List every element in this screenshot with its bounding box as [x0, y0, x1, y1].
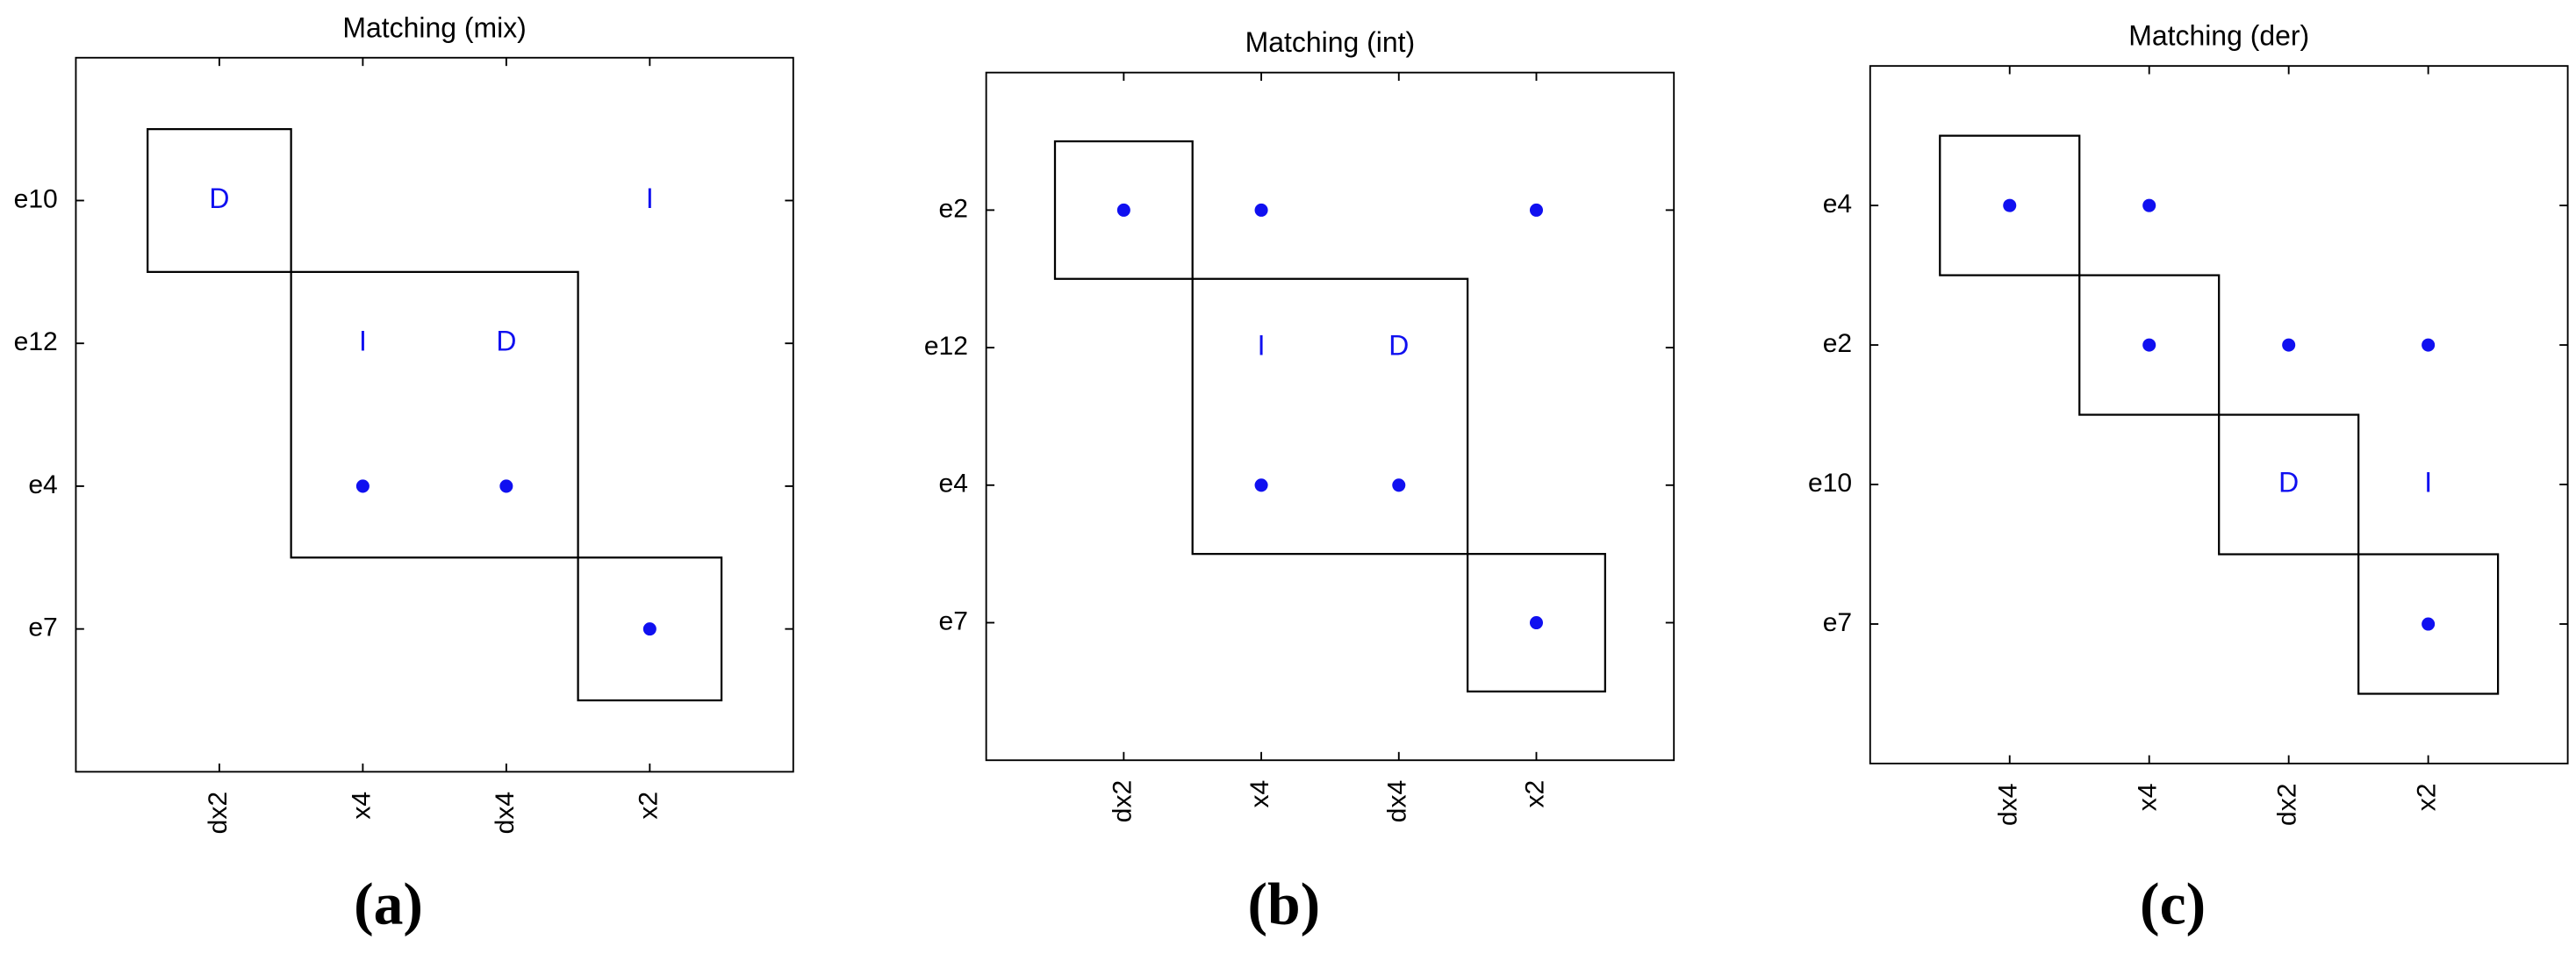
axes-box — [1869, 65, 2569, 764]
block — [147, 127, 292, 273]
cell-letter: I — [646, 183, 654, 214]
dot — [1529, 615, 1543, 630]
block — [290, 270, 579, 559]
row-label: e7 — [939, 606, 968, 635]
cell-letter: D — [1388, 330, 1409, 362]
cell-letter: D — [2278, 466, 2299, 498]
col-label: x2 — [1520, 780, 1549, 808]
axes-box — [985, 71, 1675, 762]
cell-letter: I — [359, 326, 367, 357]
cell-letter: I — [1258, 330, 1266, 362]
cell-letter: D — [496, 326, 516, 357]
dot — [2142, 338, 2156, 352]
axes-box — [75, 56, 794, 773]
block — [2357, 553, 2500, 695]
col-label: dx4 — [491, 792, 520, 834]
block — [1939, 134, 2081, 276]
col-label: dx2 — [204, 792, 233, 834]
row-label: e7 — [28, 613, 57, 642]
caption: (b) — [1247, 872, 1320, 937]
row-label: e2 — [939, 194, 968, 223]
caption: (c) — [2140, 872, 2206, 937]
row-label: e12 — [14, 327, 58, 356]
panel: Matching (int) e2 e12 e4 e7 dx2 x4 dx4 x2 I D (b) — [924, 26, 1675, 937]
dot — [642, 622, 657, 636]
row-label: e2 — [1823, 329, 1852, 358]
block — [2218, 413, 2360, 556]
block — [1053, 140, 1194, 280]
dot — [1254, 203, 1268, 217]
panel: Matching (mix) e10 e12 e4 e7 dx2 x4 dx4 x2 D I I D (a… — [14, 11, 794, 937]
dot — [1392, 478, 1406, 492]
dot — [2282, 338, 2296, 352]
panel-title: Matching (der) — [2128, 20, 2309, 52]
dot — [2142, 198, 2156, 212]
row-label: e12 — [924, 332, 968, 361]
block — [577, 556, 723, 702]
cell-letter: I — [2424, 466, 2432, 498]
dot — [2003, 198, 2017, 212]
row-label: e7 — [1823, 608, 1852, 637]
dot — [2422, 338, 2436, 352]
dot — [1529, 203, 1543, 217]
panel-title: Matching (int) — [1245, 26, 1415, 58]
row-label: e4 — [939, 470, 968, 499]
col-label: x4 — [2134, 784, 2163, 812]
col-label: x2 — [634, 792, 663, 820]
block — [1191, 277, 1469, 556]
cell-letter: D — [209, 183, 229, 214]
col-label: x4 — [1245, 780, 1274, 808]
dot — [499, 479, 513, 493]
dot — [355, 479, 370, 493]
panel: Matching (der) e4 e2 e10 e7 dx4 x4 dx2 x2 D I (c) — [1808, 20, 2569, 937]
col-label: dx4 — [1383, 780, 1412, 822]
col-label: x4 — [347, 792, 376, 820]
col-label: dx2 — [2273, 784, 2302, 826]
block — [1466, 553, 1606, 692]
row-label: e10 — [14, 184, 58, 213]
block — [2078, 274, 2221, 416]
dot — [1116, 203, 1130, 217]
col-label: dx2 — [1108, 780, 1137, 822]
panel-title: Matching (mix) — [342, 11, 526, 43]
caption: (a) — [354, 872, 423, 937]
dot — [1254, 478, 1268, 492]
row-label: e4 — [28, 470, 57, 499]
row-label: e10 — [1808, 469, 1852, 498]
col-label: dx4 — [1994, 784, 2023, 826]
dot — [2422, 617, 2436, 631]
col-label: x2 — [2413, 784, 2442, 812]
row-label: e4 — [1823, 190, 1852, 219]
